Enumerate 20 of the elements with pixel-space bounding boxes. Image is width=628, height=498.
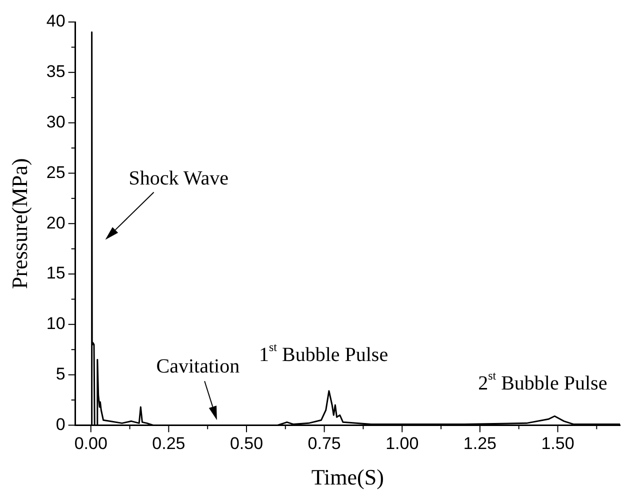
y-tick-label: 15 xyxy=(46,264,66,283)
x-tick-label: 0.50 xyxy=(230,434,264,454)
annotation: Shock Wave xyxy=(128,168,229,190)
x-tick-label: 0.00 xyxy=(74,434,108,454)
x-tick-label: 1.50 xyxy=(541,434,574,454)
y-tick-label: 5 xyxy=(56,364,66,384)
x-tick-label: 0.75 xyxy=(308,434,341,454)
x-axis-title: Time(S) xyxy=(311,464,384,490)
y-tick-label: 10 xyxy=(46,314,66,334)
y-tick-label: 35 xyxy=(46,62,66,82)
y-tick-label: 25 xyxy=(46,162,66,182)
y-tick-label: 0 xyxy=(56,414,66,434)
annotation: Cavitation xyxy=(156,355,240,378)
y-tick-label: 20 xyxy=(46,213,66,232)
x-tick-label: 1.25 xyxy=(463,434,496,454)
x-tick-label: 1.00 xyxy=(386,434,419,454)
y-tick-label: 30 xyxy=(46,112,66,132)
y-tick-label: 40 xyxy=(46,12,66,31)
y-axis-title: Pressure(MPa) xyxy=(6,158,32,289)
x-tick-label: 0.25 xyxy=(152,434,186,454)
